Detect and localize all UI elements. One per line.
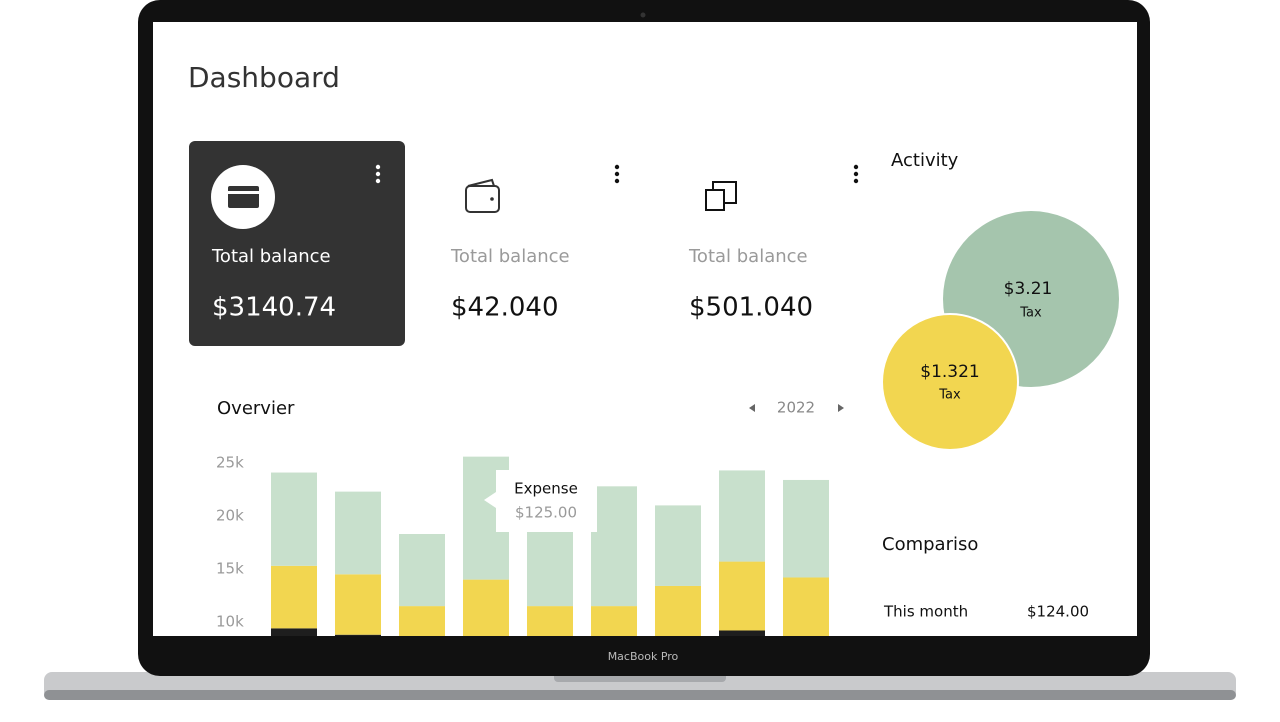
bar-segment <box>271 628 317 636</box>
wallet-icon <box>465 185 500 213</box>
year: 2022 <box>777 399 815 417</box>
menu-dots[interactable] <box>614 164 620 184</box>
bar-segment <box>783 479 829 578</box>
bar-segment <box>719 470 765 562</box>
device-label: MacBook Pro <box>608 650 679 663</box>
bar-segment <box>463 579 509 636</box>
comparison-value: $124.00 <box>1027 603 1089 621</box>
wallet-icon-flap <box>467 178 495 187</box>
bar-segment <box>719 561 765 631</box>
dashboard: Dashboard Total balance $3140.74 Total b… <box>188 61 1119 636</box>
bar-segment <box>527 531 573 607</box>
section-title: Overvier <box>217 398 295 419</box>
card-label: Total balance <box>450 246 570 267</box>
bar-segment <box>271 472 317 566</box>
card-value: $501.040 <box>689 293 813 323</box>
y-tick-label: 20k <box>216 507 244 525</box>
bar-segment <box>591 606 637 636</box>
bar-segment <box>527 606 573 636</box>
camera <box>640 12 646 18</box>
y-tick-label: 15k <box>216 560 244 578</box>
bar-segment <box>335 491 381 575</box>
laptop-base-edge <box>44 690 1236 700</box>
chart: 10k 15k 20k 25k <box>216 454 829 636</box>
copy-icon-back <box>712 181 737 204</box>
page-title: Dashboard <box>188 61 340 94</box>
bar-segment <box>719 630 765 636</box>
bubble-label: Tax <box>938 388 961 403</box>
bar-segment <box>399 534 445 607</box>
bubble <box>881 313 1019 451</box>
card-label: Total balance <box>211 246 331 267</box>
wallet-icon-dot <box>490 197 494 201</box>
card-icon-glyph <box>228 186 259 208</box>
menu-dots[interactable] <box>853 164 859 184</box>
bubble-value: $3.21 <box>1004 279 1053 299</box>
bar-segment <box>655 505 701 586</box>
tooltip-value: $125.00 <box>515 504 577 522</box>
bar-segment <box>399 606 445 636</box>
card-icon-stripe <box>228 191 259 194</box>
card-value: $42.040 <box>451 293 559 323</box>
card-value: $3140.74 <box>212 293 336 323</box>
tooltip-box <box>484 470 597 532</box>
bar-segment <box>655 585 701 636</box>
bar-segment <box>271 565 317 629</box>
bar-segment <box>335 574 381 635</box>
bar-segment <box>591 486 637 607</box>
copy-icon <box>705 189 725 211</box>
bubble-label: Tax <box>1019 306 1042 321</box>
tooltip: Expense $125.00 <box>484 470 597 532</box>
bubble-value: $1.321 <box>920 362 979 382</box>
card-label: Total balance <box>688 246 808 267</box>
section-title: Compariso <box>882 534 978 555</box>
y-tick-label: 10k <box>216 613 244 631</box>
prev-year[interactable] <box>749 404 755 412</box>
menu-dots[interactable] <box>375 164 381 184</box>
bar-segment <box>335 634 381 636</box>
section-title: Activity <box>891 150 959 171</box>
next-year[interactable] <box>838 404 844 412</box>
y-tick-label: 25k <box>216 454 244 472</box>
tooltip-label: Expense <box>514 480 578 498</box>
bar-segment <box>783 577 829 636</box>
comparison-label: This month <box>883 603 968 621</box>
